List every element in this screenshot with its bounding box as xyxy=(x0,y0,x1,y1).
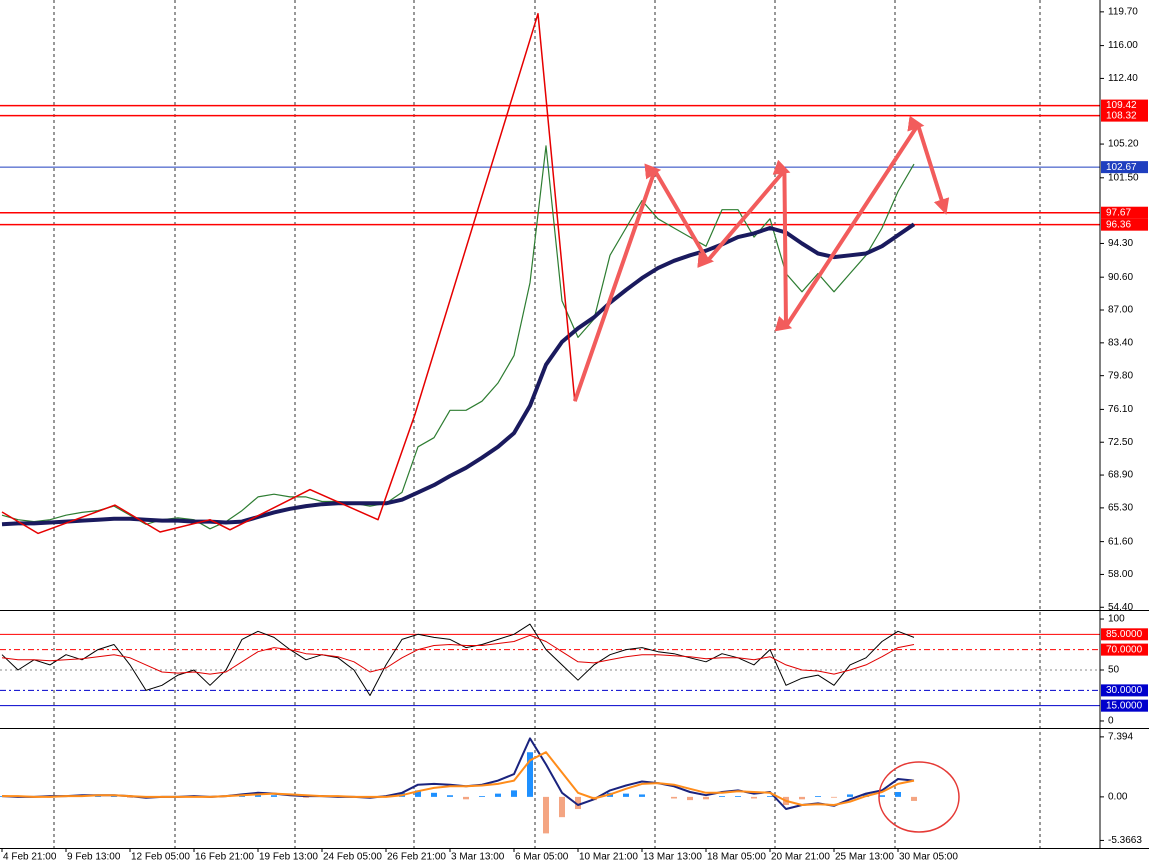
histogram-bar xyxy=(847,794,853,797)
histogram-bar xyxy=(127,796,133,798)
histogram-bar xyxy=(895,792,901,797)
y-tick-label: 112.40 xyxy=(1108,73,1138,84)
plot-area xyxy=(0,12,1100,834)
histogram-bar xyxy=(735,796,741,797)
level-label: 96.36 xyxy=(1106,219,1131,230)
series-line xyxy=(2,751,915,806)
histogram-bar xyxy=(271,795,277,797)
y-tick-label: 79.80 xyxy=(1108,370,1133,381)
histogram-bar xyxy=(527,752,533,797)
y-tick-label: 116.00 xyxy=(1108,40,1138,51)
histogram-bar xyxy=(639,794,645,797)
x-tick-label: 9 Feb 13:00 xyxy=(67,852,121,863)
histogram-bar xyxy=(479,796,485,797)
level-label-box xyxy=(1101,684,1148,697)
x-tick-label: 24 Feb 05:00 xyxy=(323,852,382,863)
level-label: 15.0000 xyxy=(1106,700,1143,711)
histogram-bar xyxy=(671,796,677,799)
x-tick-label: 4 Feb 21:00 xyxy=(3,852,57,863)
level-label: 30.0000 xyxy=(1106,685,1143,696)
x-tick-label: 3 Mar 13:00 xyxy=(451,852,505,863)
y-tick-label: 50 xyxy=(1108,665,1120,676)
level-label: 85.0000 xyxy=(1106,629,1143,640)
histogram-bar xyxy=(575,796,581,810)
x-tick-label: 25 Mar 13:00 xyxy=(835,852,894,863)
y-tick-label: -5.3663 xyxy=(1108,835,1142,846)
histogram-bar xyxy=(447,795,453,797)
y-tick-label: 0 xyxy=(1108,716,1114,727)
y-tick-label: 90.60 xyxy=(1108,272,1133,283)
histogram-bar xyxy=(431,792,437,797)
x-tick-label: 18 Mar 05:00 xyxy=(707,852,766,863)
histogram-bar xyxy=(559,796,565,818)
histogram-bar xyxy=(831,796,837,798)
x-tick-label: 30 Mar 05:00 xyxy=(899,852,958,863)
y-tick-label: 58.00 xyxy=(1108,569,1133,580)
histogram-bar xyxy=(799,796,805,800)
y-tick-label: 54.40 xyxy=(1108,602,1133,613)
series-line xyxy=(1,634,915,675)
y-tick-label: 68.90 xyxy=(1108,470,1133,481)
series-line xyxy=(1,623,915,696)
series-line xyxy=(1,12,576,535)
histogram-bar xyxy=(911,796,917,801)
x-tick-label: 12 Feb 05:00 xyxy=(131,852,190,863)
histogram-bar xyxy=(879,795,885,797)
y-tick-label: 7.394 xyxy=(1108,732,1133,743)
y-tick-label: 100 xyxy=(1108,614,1125,625)
y-tick-label: 105.20 xyxy=(1108,139,1139,150)
level-label-box xyxy=(1101,643,1148,656)
y-tick-label: 87.00 xyxy=(1108,305,1133,316)
series-line xyxy=(572,115,950,402)
y-tick-label: 61.60 xyxy=(1108,536,1133,547)
y-tick-label: 101.50 xyxy=(1108,172,1139,183)
histogram-bar xyxy=(543,796,549,834)
histogram-bar xyxy=(463,796,469,800)
y-tick-label: 76.10 xyxy=(1108,404,1133,415)
x-tick-label: 13 Mar 13:00 xyxy=(643,852,702,863)
level-label: 108.32 xyxy=(1106,110,1137,121)
y-tick-label: 72.50 xyxy=(1108,437,1133,448)
y-tick-label: 0.00 xyxy=(1108,792,1128,803)
histogram-bar xyxy=(623,793,629,797)
level-label: 109.42 xyxy=(1106,100,1137,111)
x-tick-label: 16 Feb 21:00 xyxy=(195,852,254,863)
histogram-bar xyxy=(687,796,693,801)
histogram-bar xyxy=(303,796,309,798)
level-label-box xyxy=(1101,218,1148,231)
y-tick-label: 83.40 xyxy=(1108,337,1133,348)
histogram-bar xyxy=(95,796,101,797)
level-label: 97.67 xyxy=(1106,207,1131,218)
level-label: 102.67 xyxy=(1106,162,1137,173)
histogram-bar xyxy=(703,796,709,800)
x-tick-label: 26 Feb 21:00 xyxy=(387,852,446,863)
y-tick-label: 119.70 xyxy=(1108,6,1138,17)
level-label-box xyxy=(1101,99,1148,112)
histogram-bar xyxy=(495,793,501,797)
histogram-bar xyxy=(767,796,773,797)
level-label-box xyxy=(1101,206,1148,219)
level-label-box xyxy=(1101,699,1148,712)
level-label: 70.0000 xyxy=(1106,644,1143,655)
level-label-box xyxy=(1101,161,1148,174)
histogram-bar xyxy=(751,796,757,799)
circle-annotation xyxy=(878,761,960,833)
histogram-bar xyxy=(815,796,821,797)
level-label-box xyxy=(1101,628,1148,641)
x-tick-label: 6 Mar 05:00 xyxy=(515,852,569,863)
histogram-bar xyxy=(511,790,517,797)
y-tick-label: 65.30 xyxy=(1108,503,1133,514)
y-tick-label: 94.30 xyxy=(1108,238,1133,249)
x-tick-label: 20 Mar 21:00 xyxy=(771,852,830,863)
histogram-bar xyxy=(415,790,421,797)
histogram-bar xyxy=(719,796,725,797)
x-tick-label: 19 Feb 13:00 xyxy=(259,852,318,863)
level-label-box xyxy=(1101,109,1148,122)
x-tick-label: 10 Mar 21:00 xyxy=(579,852,638,863)
